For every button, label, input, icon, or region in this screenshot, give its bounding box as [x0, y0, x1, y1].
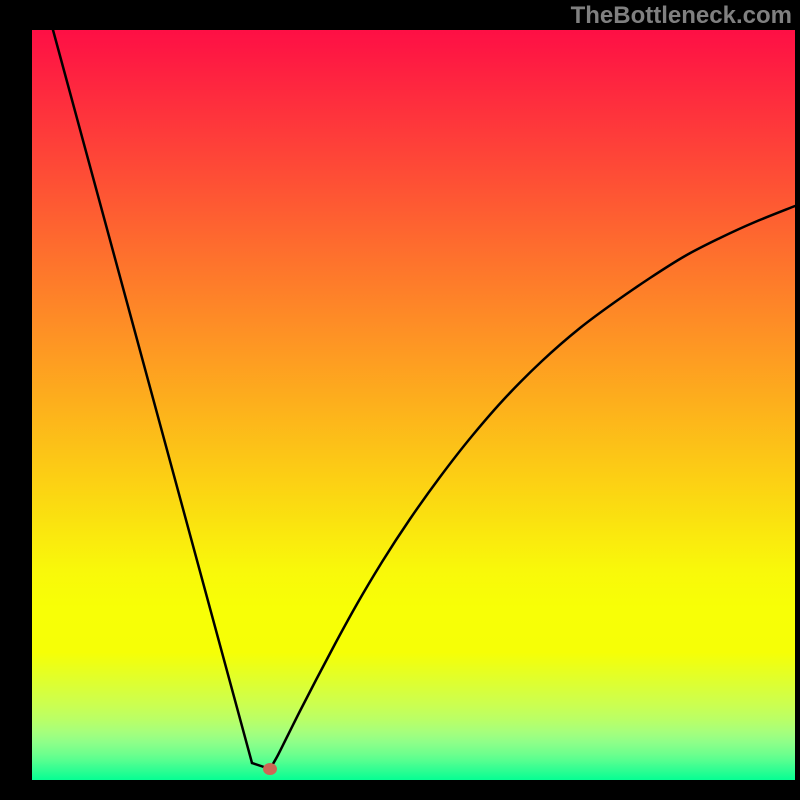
minimum-marker — [263, 763, 277, 775]
chart-container: TheBottleneck.com — [0, 0, 800, 800]
curve-overlay — [0, 0, 800, 800]
watermark-text: TheBottleneck.com — [571, 2, 792, 30]
